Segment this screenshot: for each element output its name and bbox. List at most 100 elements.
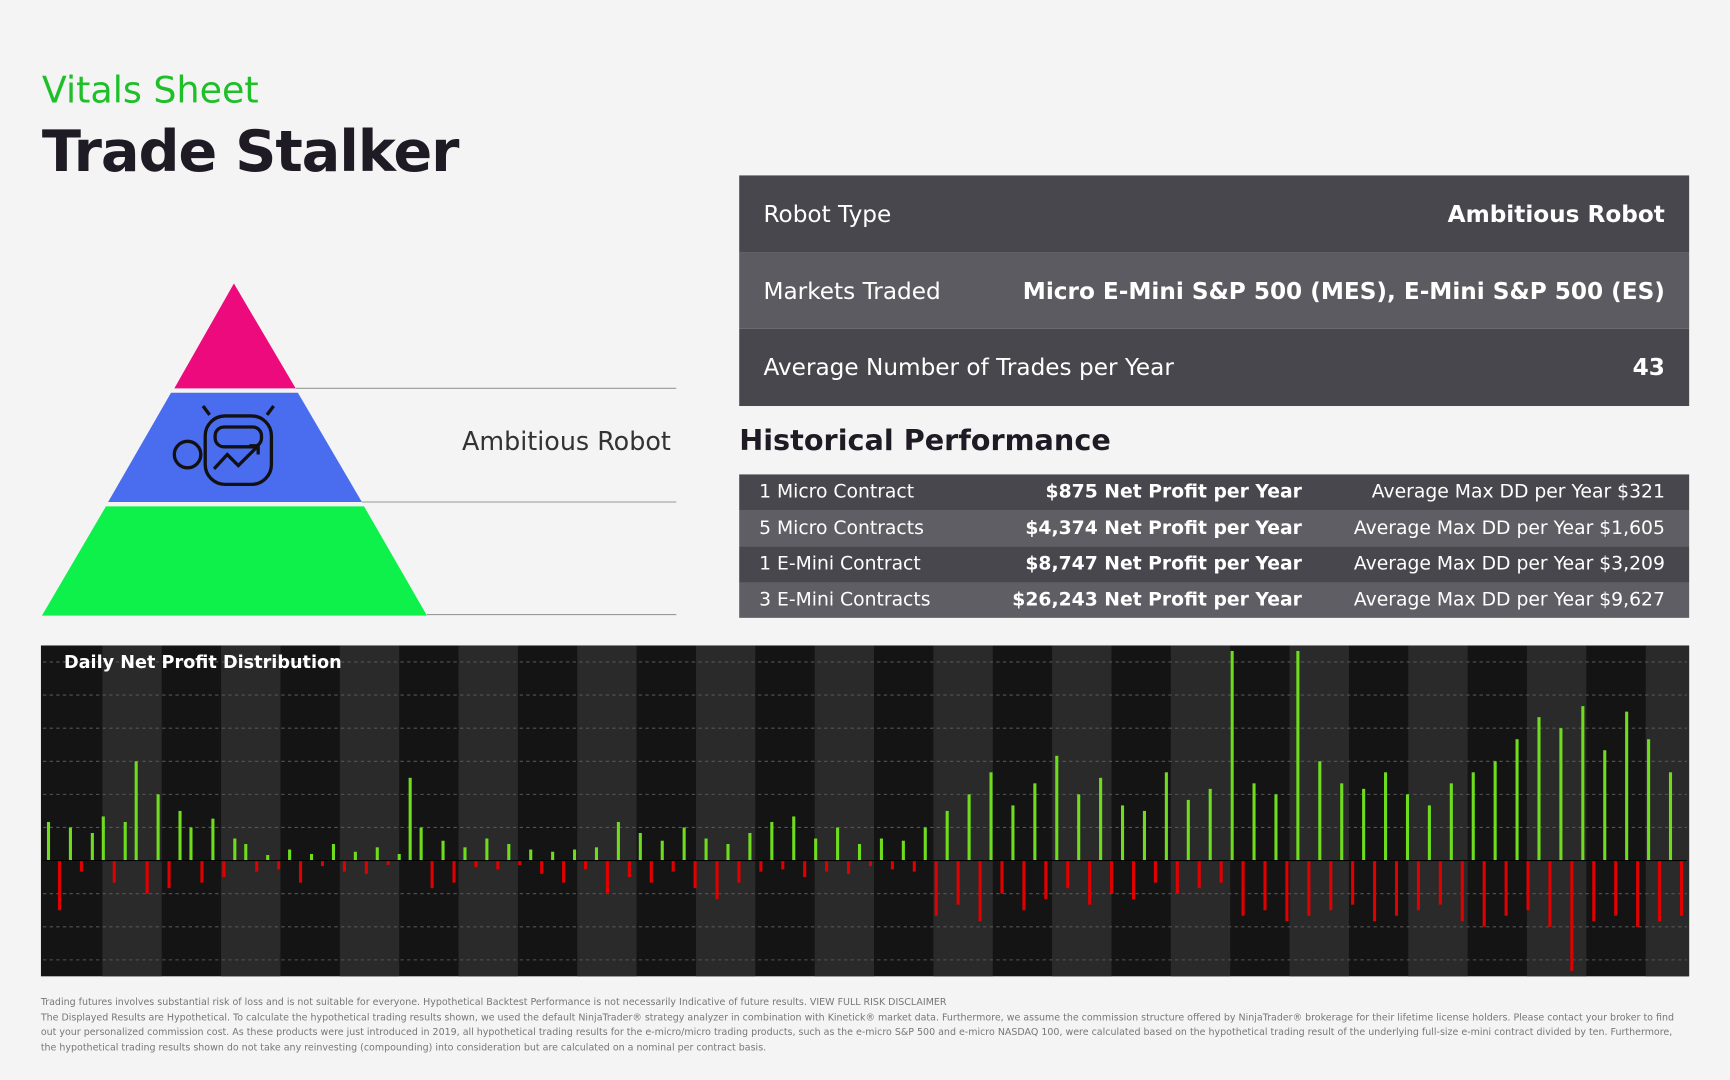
band [577, 645, 637, 977]
bar [1362, 788, 1366, 861]
bar [1077, 794, 1081, 861]
bar [956, 860, 960, 905]
info-row: Average Number of Trades per Year 43 [739, 329, 1690, 407]
bar [1515, 739, 1519, 861]
bar [112, 860, 116, 883]
bar [1252, 783, 1256, 861]
bar [1471, 772, 1475, 861]
bar [682, 827, 686, 861]
band [102, 645, 162, 977]
chart-title: Daily Net Profit Distribution [64, 653, 342, 673]
bar [638, 832, 642, 861]
bar [1351, 860, 1355, 905]
bar [1131, 860, 1136, 900]
perf-row: 5 Micro Contracts $4,374 Net Profit per Y… [739, 510, 1690, 547]
bar [1416, 860, 1420, 911]
bar [1537, 717, 1541, 861]
bar [211, 818, 215, 861]
bar [57, 860, 62, 911]
bar [748, 832, 752, 861]
bar [1318, 761, 1322, 861]
bar [1394, 860, 1399, 916]
bar [562, 860, 566, 883]
bar [1405, 794, 1410, 861]
bar [299, 860, 303, 883]
band [221, 645, 281, 977]
bar [989, 772, 993, 861]
bar [726, 844, 730, 861]
bar [1197, 860, 1201, 889]
contract: 1 Micro Contract [759, 481, 915, 504]
bar [1296, 650, 1300, 861]
bar [1208, 788, 1212, 861]
max-dd: Average Max DD per Year $9,627 [1353, 588, 1665, 611]
bar [145, 860, 149, 894]
bar [901, 840, 905, 861]
bar [244, 844, 248, 861]
bar [375, 847, 379, 861]
bar [1581, 706, 1585, 861]
bar [419, 827, 423, 861]
bar [616, 821, 620, 861]
bar [605, 860, 609, 894]
bar [430, 860, 434, 889]
bar [1679, 860, 1684, 916]
info-label: Markets Traded [763, 277, 941, 304]
bar [1460, 860, 1464, 922]
bar [266, 855, 270, 861]
max-dd: Average Max DD per Year $321 [1371, 481, 1665, 504]
disclaimer-text: Trading futures involves substantial ris… [40, 997, 947, 1009]
band [933, 645, 993, 977]
bar [342, 860, 346, 872]
band [458, 645, 518, 977]
bar [1526, 860, 1530, 911]
bar [1438, 860, 1442, 905]
bar [386, 860, 390, 865]
bar [1614, 860, 1618, 916]
info-value: Ambitious Robot [1447, 200, 1665, 228]
robot-icon [172, 405, 275, 487]
bar [781, 860, 785, 870]
bar [255, 860, 259, 872]
bar [320, 860, 325, 867]
bar [704, 838, 708, 861]
band [695, 645, 756, 977]
max-dd: Average Max DD per Year $1,605 [1353, 517, 1665, 540]
band [339, 645, 400, 977]
info-table: Robot Type Ambitious Robot Markets Traded M… [739, 175, 1690, 407]
bar [923, 827, 927, 861]
bar [68, 827, 72, 861]
bar [1373, 860, 1377, 922]
bar [857, 844, 862, 861]
disclaimer-text: The Displayed Results are Hypothetical. … [40, 1012, 1674, 1054]
bar [1625, 711, 1629, 861]
disclaimer: Trading futures involves substantial ris… [41, 996, 1690, 1056]
bar [1647, 739, 1651, 861]
subtitle: Vitals Sheet [41, 68, 259, 112]
bar [540, 860, 544, 874]
band [1408, 645, 1468, 977]
bar [1033, 783, 1037, 861]
bar [1044, 860, 1048, 900]
bar [1570, 860, 1574, 971]
bar [79, 860, 83, 872]
bar [847, 860, 851, 874]
bar [1559, 728, 1563, 861]
max-dd: Average Max DD per Year $3,209 [1353, 553, 1665, 576]
contract: 5 Micro Contracts [759, 517, 924, 540]
bar [178, 810, 182, 861]
info-label: Robot Type [763, 200, 892, 228]
bar [967, 794, 971, 861]
bar [353, 851, 357, 861]
bar [1482, 860, 1486, 927]
bar [1592, 860, 1596, 922]
bar [1175, 860, 1179, 894]
bar [1340, 783, 1344, 861]
bar [868, 860, 873, 867]
info-row: Markets Traded Micro E-Mini S&P 500 (MES)… [739, 252, 1690, 330]
bar [364, 860, 368, 874]
net-profit: $875 Net Profit per Year [1045, 481, 1302, 504]
bar [770, 821, 774, 861]
bar [1142, 810, 1146, 861]
pyramid [41, 283, 677, 616]
